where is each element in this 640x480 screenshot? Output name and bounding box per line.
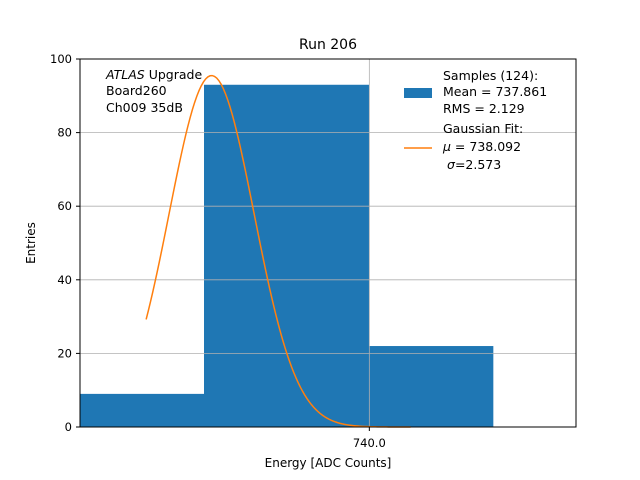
legend: Samples (124): Mean = 737.861 RMS = 2.12…	[404, 68, 547, 172]
legend-sigma-symbol: σ	[447, 157, 456, 172]
atlas-label-line1: ATLAS Upgrade	[105, 67, 202, 82]
legend-samples-title: Samples (124):	[443, 68, 538, 83]
histogram-bar-2	[369, 346, 494, 427]
atlas-channel: Ch009 35dB	[106, 100, 183, 115]
legend-fit-title: Gaussian Fit:	[443, 121, 523, 136]
legend-samples-mean: Mean = 737.861	[443, 84, 547, 99]
legend-samples-rms: RMS = 2.129	[443, 101, 525, 116]
x-tick-label-0: 740.0	[353, 436, 386, 450]
atlas-italic: ATLAS	[105, 67, 145, 82]
y-tick-label-2: 40	[57, 273, 72, 287]
atlas-annotation: ATLAS Upgrade Board260 Ch009 35dB	[105, 67, 202, 115]
y-tick-label-4: 80	[57, 126, 72, 140]
histogram-bars	[80, 84, 494, 427]
x-axis-ticks: 740.0	[353, 427, 386, 450]
chart-title: Run 206	[299, 37, 357, 53]
histogram-bar-0	[80, 393, 204, 427]
x-axis-label: Energy [ADC Counts]	[265, 456, 392, 470]
grid-lines	[80, 59, 576, 427]
y-tick-label-1: 20	[57, 346, 72, 360]
atlas-upgrade: Upgrade	[145, 67, 203, 82]
y-axis-ticks: 0 20 40 60 80 100	[50, 52, 80, 434]
legend-samples-swatch	[404, 88, 432, 98]
histogram-bar-1	[204, 84, 370, 427]
legend-sigma-value: =2.573	[455, 157, 501, 172]
legend-fit-mu: μ = 738.092	[442, 139, 521, 154]
y-tick-label-3: 60	[57, 199, 72, 213]
atlas-board: Board260	[106, 83, 167, 98]
legend-mu-value: = 738.092	[451, 139, 521, 154]
legend-mu-symbol: μ	[442, 139, 451, 154]
y-tick-label-5: 100	[50, 52, 72, 66]
y-tick-label-0: 0	[65, 420, 72, 434]
plot-frame	[79, 58, 577, 428]
legend-fit-sigma: σ=2.573	[447, 157, 501, 172]
y-axis-label: Entries	[24, 222, 38, 264]
